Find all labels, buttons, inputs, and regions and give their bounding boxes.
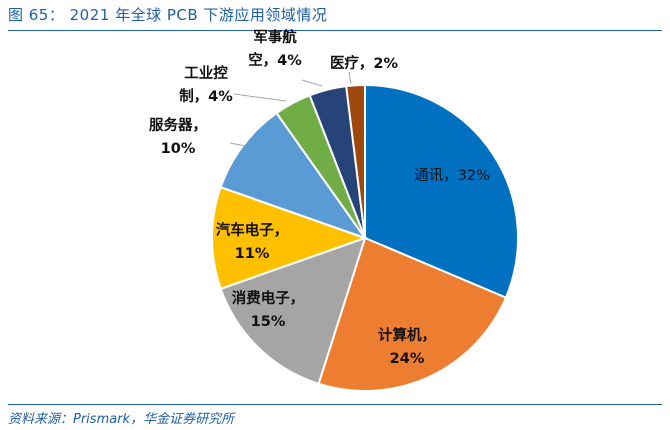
title-rule (8, 30, 662, 31)
slice-computer (317, 236, 508, 392)
source-rule (8, 404, 662, 405)
label-communication: 通讯，32% (414, 167, 490, 184)
slice-communication (364, 83, 519, 299)
label-computer: 计算机， 24% (378, 326, 436, 367)
label-medical: 医疗，2% (330, 54, 399, 72)
label-automotive-electronics: 汽车电子， 11% (216, 221, 289, 262)
figure-source: 资料来源：Prismark，华金证券研究所 (8, 412, 235, 427)
label-military-aerospace: 军事航空，4% (248, 28, 302, 69)
slice-medical (345, 83, 366, 239)
leader-medical (348, 71, 352, 85)
leader-industrial-control (233, 93, 287, 102)
leader-lines (229, 71, 352, 147)
label-industrial-control: 工业控制，4% (179, 64, 233, 105)
slice-labels: 通讯，32% 计算机， 24% 消费电子， 15% 汽车电子， 11% 服务器， 10% 工业控制… (149, 28, 490, 367)
label-consumer-electronics: 消费电子， 15% (232, 289, 305, 330)
slice-consumer-electronics (219, 236, 367, 386)
leader-military-aerospace (301, 79, 323, 87)
figure-title: 图 65： 2021 年全球 PCB 下游应用领域情况 (8, 6, 328, 24)
slice-automotive-electronics (211, 185, 369, 291)
label-server: 服务器， 10% (149, 116, 207, 157)
leader-server (229, 142, 247, 147)
